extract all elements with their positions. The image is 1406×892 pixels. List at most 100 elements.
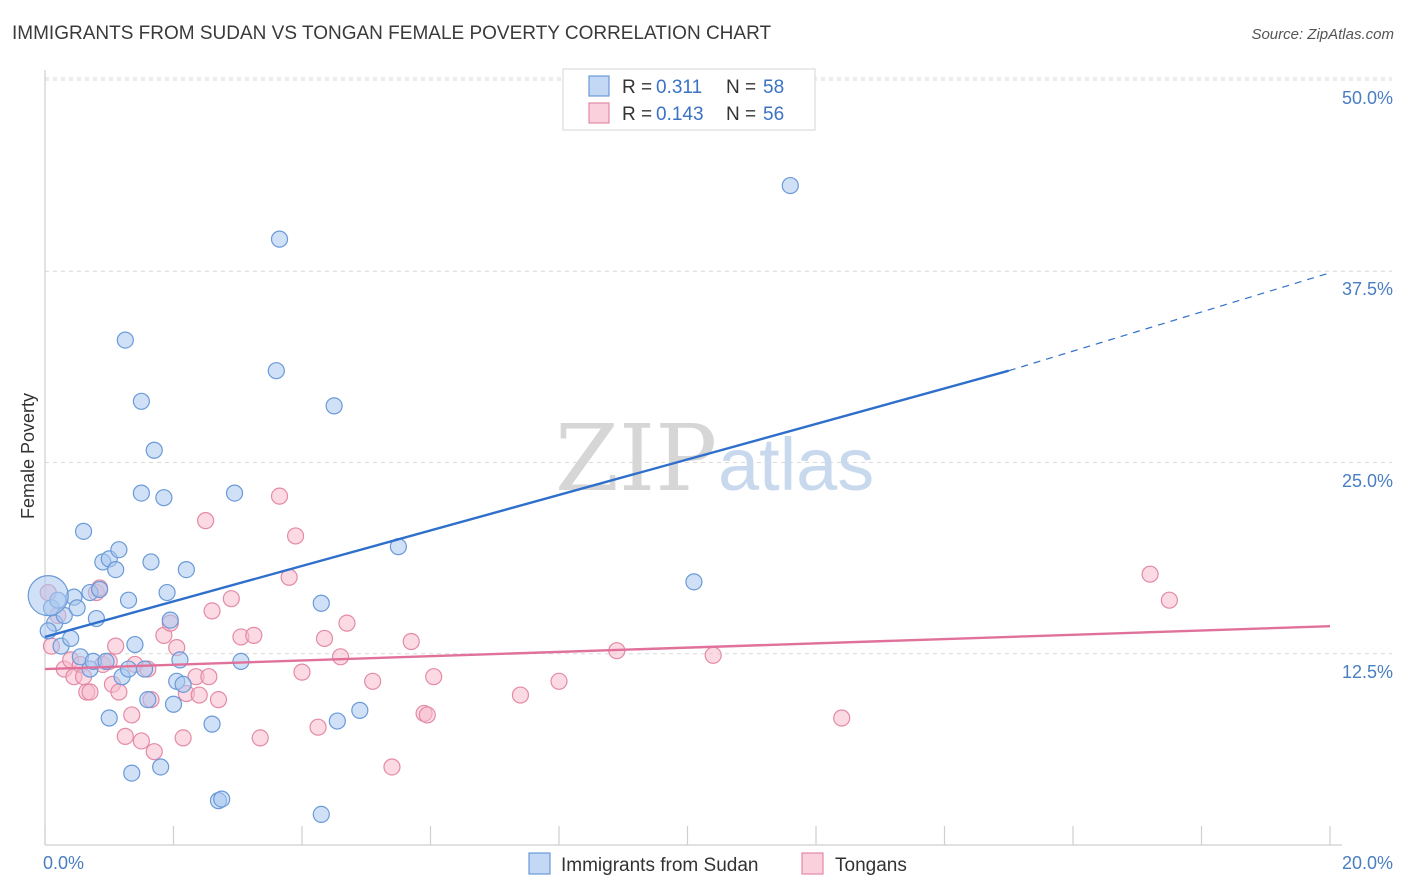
tongan-point (315, 629, 334, 648)
tongan-point (704, 646, 722, 664)
sudan-point (62, 629, 80, 648)
tongan-point (197, 512, 215, 530)
trend-layer (44, 272, 1331, 671)
tongan-point (200, 668, 218, 686)
x-tick-label: 0.0% (43, 853, 84, 873)
tongan-point (338, 614, 356, 632)
sudan-point (152, 758, 170, 776)
sudan-point (213, 790, 231, 808)
y-tick-label: 12.5% (1342, 662, 1393, 682)
sudan-point (135, 660, 154, 678)
sudan-point (126, 635, 144, 654)
chart-source: Source: ZipAtlas.com (1251, 26, 1394, 43)
sudan-point (161, 611, 179, 629)
sudan-point (225, 484, 244, 502)
sudan-point (110, 541, 128, 559)
y-tick-label: 25.0% (1342, 471, 1393, 491)
tongan-point (331, 648, 350, 666)
sudan-point (97, 652, 115, 671)
tongan-point (402, 632, 420, 651)
tongan-point (251, 729, 269, 747)
x-minor-ticks (44, 826, 1331, 845)
bottom-legend-label: Immigrants from Sudan (561, 855, 758, 876)
sudan-point (267, 362, 285, 380)
sudan-point (132, 484, 150, 502)
tongan-point (116, 727, 134, 745)
tongan-point (222, 590, 240, 608)
sudan-point (155, 489, 173, 507)
sudan-point (158, 583, 176, 602)
sudan-point (139, 691, 157, 709)
tongan-point (245, 626, 263, 644)
y-axis-label: Female Poverty (18, 393, 38, 519)
sudan-point (119, 660, 138, 678)
tongan-point (286, 527, 305, 545)
sudan-point (100, 709, 118, 727)
tongan-point (293, 663, 311, 681)
tongan-point (833, 709, 851, 727)
sudan-point (107, 560, 125, 579)
sudan-point (325, 397, 343, 415)
sudan-point (142, 553, 160, 571)
legend-box: R = 0.311 N = 58 R = 0.143 N = 56 (562, 68, 816, 131)
legend-n-label: N = (726, 77, 756, 98)
y-tick-label: 50.0% (1342, 88, 1393, 108)
y-tick-label: 37.5% (1342, 279, 1393, 299)
tongan-point (107, 637, 125, 655)
legend-swatch-tongans (588, 102, 610, 124)
tongan-point (425, 668, 443, 686)
tongan-point (174, 729, 192, 747)
tongan-point (550, 672, 568, 690)
tongan-point (110, 683, 128, 701)
sudan-point (685, 573, 703, 591)
sudan-point (27, 575, 69, 617)
sudan-point (174, 675, 192, 693)
sudan-trend-line (44, 369, 1010, 639)
sudan-point (203, 715, 221, 733)
bottom-legend: Immigrants from Sudan Tongans (528, 852, 907, 876)
tongan-point (145, 743, 163, 761)
legend-r-value: 0.311 (656, 77, 702, 98)
sudan-point (328, 712, 346, 730)
gridlines (45, 77, 1392, 655)
legend-r-value: 0.143 (656, 104, 704, 125)
sudan-point (132, 392, 150, 410)
tongan-point (203, 602, 221, 620)
bottom-legend-swatch-sudan (528, 852, 551, 875)
points-layer (27, 176, 1178, 824)
tongan-point (418, 706, 436, 724)
sudan-point (177, 560, 195, 579)
tongan-point (190, 686, 208, 704)
tongan-point (1141, 565, 1159, 583)
legend-swatch-sudan (588, 75, 610, 97)
tongan-trend-line (44, 625, 1331, 671)
sudan-point (270, 230, 289, 248)
sudan-point (68, 599, 86, 617)
sudan-trend-extension (1008, 272, 1331, 372)
sudan-point (781, 176, 799, 195)
sudan-point (145, 441, 163, 459)
sudan-point (312, 594, 330, 612)
tongan-point (132, 732, 150, 750)
tongan-point (309, 718, 327, 736)
chart-title: IMMIGRANTS FROM SUDAN VS TONGAN FEMALE P… (12, 23, 771, 44)
tongan-point (1160, 591, 1178, 609)
watermark-atlas: atlas (718, 423, 874, 506)
sudan-point (312, 805, 330, 824)
tongan-point (511, 686, 530, 704)
legend-n-value: 58 (763, 77, 784, 98)
sudan-point (116, 331, 134, 349)
tongan-point (383, 758, 401, 776)
tongan-point (81, 683, 99, 701)
tongan-point (209, 691, 228, 709)
bottom-legend-swatch-tongans (801, 852, 824, 875)
bottom-legend-label: Tongans (835, 855, 907, 876)
legend-n-value: 56 (763, 104, 784, 125)
sudan-point (74, 522, 93, 540)
sudan-point (123, 764, 141, 782)
sudan-point (351, 701, 369, 719)
tongan-point (364, 672, 382, 690)
legend-r-label: R = (622, 77, 652, 98)
x-tick-label: 20.0% (1342, 853, 1393, 873)
